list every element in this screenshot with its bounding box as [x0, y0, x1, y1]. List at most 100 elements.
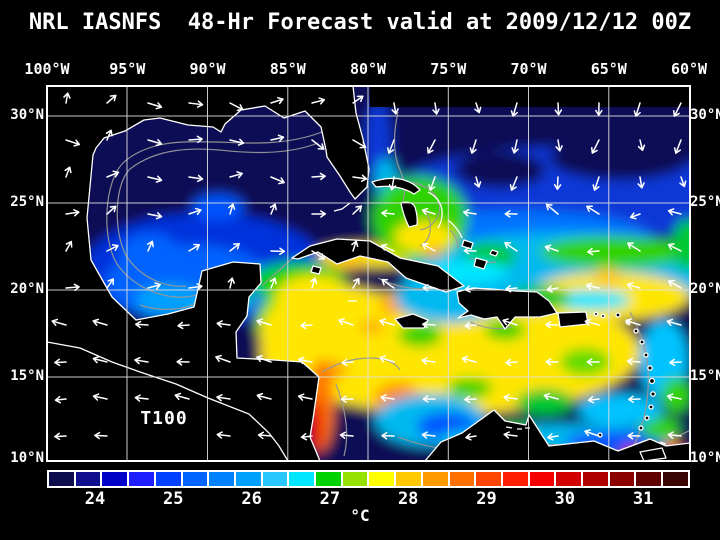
antilles-island: [639, 339, 645, 345]
antilles-island: [644, 415, 650, 421]
eleuthera: [427, 191, 443, 229]
wind-arrow-icon: [627, 432, 641, 440]
lon-tick-label: 80°W: [349, 60, 387, 78]
wind-arrow-icon: [379, 355, 395, 363]
wind-arrow-icon: [134, 394, 149, 402]
wind-arrow-icon: [352, 95, 364, 104]
wind-arrow-icon: [228, 203, 236, 215]
wind-arrow-icon: [474, 102, 482, 114]
wind-arrow-icon: [667, 431, 682, 439]
wind-arrow-icon: [177, 321, 190, 330]
colorbar-tick-label: 25: [163, 489, 184, 509]
wind-arrow-icon: [216, 394, 231, 402]
wind-arrow-icon: [106, 205, 117, 215]
wind-arrow-icon: [667, 208, 682, 216]
lon-tick-label: 85°W: [269, 60, 306, 78]
wind-arrow-icon: [545, 358, 559, 366]
wind-arrow-icon: [341, 358, 354, 367]
wind-arrow-icon: [421, 242, 436, 252]
wind-arrow-icon: [545, 321, 559, 329]
colorbar-cell: [209, 472, 234, 486]
wind-arrow-icon: [352, 277, 360, 289]
wind-arrow-icon: [463, 209, 477, 217]
lon-tick-label: 95°W: [109, 60, 146, 78]
wind-arrow-icon: [188, 283, 203, 291]
colorbar-cell: [155, 472, 181, 486]
wind-arrow-icon: [229, 102, 244, 112]
lat-tick-label-left: 15°N: [10, 368, 44, 384]
antilles-island: [650, 391, 656, 397]
colorbar-cell: [102, 472, 128, 486]
wind-arrow-icon: [229, 242, 240, 252]
wind-arrow-icon: [679, 176, 687, 188]
wind-arrow-icon: [428, 176, 436, 191]
trinidad: [639, 447, 667, 461]
colorbar-cell: [316, 472, 341, 486]
wind-arrow-icon: [432, 102, 440, 115]
wind-arrow-icon: [503, 393, 518, 402]
wind-arrow-icon: [339, 431, 354, 440]
wind-arrow-icon: [65, 209, 80, 217]
wind-arrow-icon: [463, 247, 477, 255]
colorbar-cell: [609, 472, 635, 486]
wind-arrow-icon: [504, 210, 518, 218]
colorbar-cell: [129, 472, 154, 486]
wind-arrow-icon: [505, 358, 518, 367]
wind-arrow-icon: [146, 240, 154, 252]
wind-arrow-icon: [65, 283, 80, 292]
wind-arrow-icon: [509, 176, 518, 191]
lat-tick-label-left: 25°N: [10, 194, 44, 210]
great-inagua: [473, 257, 488, 270]
wind-arrow-icon: [391, 102, 399, 115]
abc-islands: [505, 426, 530, 430]
wind-arrow-icon: [269, 277, 277, 289]
isla-juventud: [310, 265, 322, 275]
puerto-rico: [557, 311, 589, 328]
wind-vector-arrows: [51, 92, 687, 441]
colorbar-cell: [49, 472, 74, 486]
virgin-islands: [600, 313, 606, 319]
wind-arrow-icon: [595, 102, 603, 116]
wind-arrow-icon: [188, 207, 202, 215]
wind-arrow-icon: [311, 172, 326, 181]
antilles-island: [615, 312, 621, 318]
wind-arrow-icon: [667, 279, 682, 289]
wind-arrow-icon: [555, 139, 563, 152]
wind-arrow-icon: [592, 176, 600, 191]
wind-arrow-icon: [54, 432, 67, 441]
wind-arrow-icon: [469, 139, 477, 154]
wind-arrow-icon: [381, 432, 395, 440]
wind-arrow-icon: [473, 176, 482, 188]
wind-arrow-icon: [546, 285, 559, 293]
tobago: [659, 441, 667, 445]
colorbar-cell: [636, 472, 662, 486]
wind-arrow-icon: [379, 318, 395, 326]
colorbar-cell: [75, 472, 101, 486]
wind-arrow-icon: [176, 358, 190, 366]
wind-arrow-icon: [544, 244, 559, 252]
wind-arrow-icon: [65, 139, 81, 147]
wind-arrow-icon: [626, 282, 641, 290]
colorbar-cell: [342, 472, 368, 486]
wind-arrow-icon: [553, 176, 562, 191]
wind-arrow-icon: [464, 285, 477, 293]
lat-tick-label-right: 30°N: [690, 107, 720, 123]
wind-arrow-icon: [54, 395, 67, 404]
wind-arrow-icon: [310, 277, 318, 289]
wind-arrow-icon: [672, 102, 682, 117]
turks: [489, 249, 499, 257]
wind-arrow-icon: [422, 395, 436, 403]
wind-arrow-icon: [147, 102, 163, 110]
wind-arrow-icon: [627, 395, 641, 404]
wind-arrow-icon: [92, 393, 108, 401]
lon-tick-label: 60°W: [670, 60, 708, 78]
wind-arrow-icon: [510, 102, 518, 117]
wind-arrow-icon: [92, 356, 108, 364]
wind-arrow-icon: [554, 102, 563, 116]
cuba: [291, 238, 465, 293]
wind-arrow-icon: [270, 247, 286, 255]
wind-arrow-icon: [106, 170, 120, 178]
lat-tick-label-left: 10°N: [10, 450, 44, 466]
